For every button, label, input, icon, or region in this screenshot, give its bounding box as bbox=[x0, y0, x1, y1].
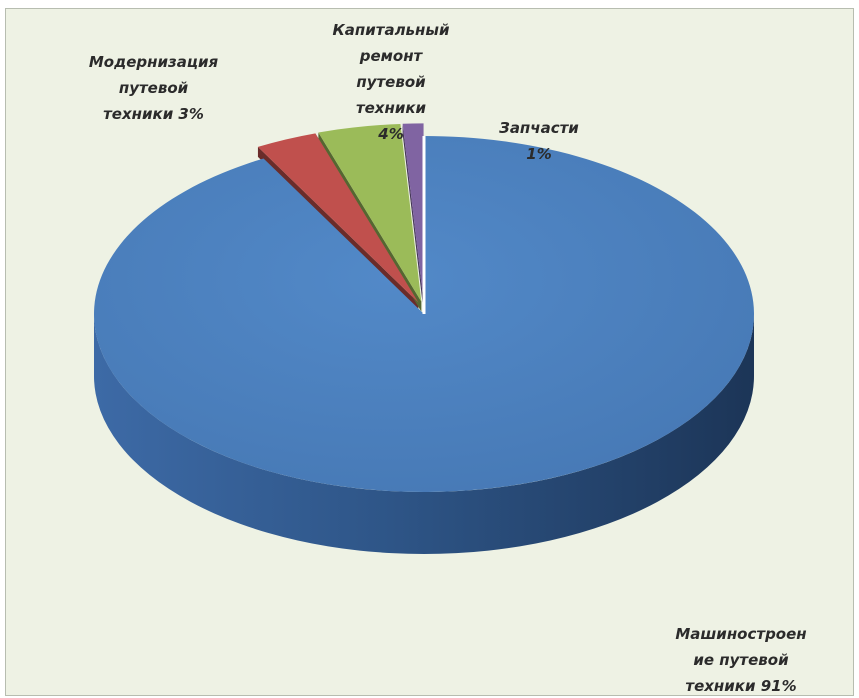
slice-label-line: ремонт bbox=[359, 47, 423, 65]
chart-area: Машиностроен ие путевой техники 91% Моде… bbox=[5, 8, 854, 696]
pie-chart bbox=[93, 123, 755, 554]
slice-label-line: путевой bbox=[118, 79, 189, 97]
slice-label-capital-repair: Капитальный ремонт путевой техники 4% bbox=[316, 17, 466, 147]
pie-slice-side bbox=[94, 314, 754, 554]
slice-label-line: Машиностроен bbox=[675, 625, 807, 643]
slice-label-line: Запчасти bbox=[499, 119, 579, 137]
slice-label-line: техники 91% bbox=[685, 677, 797, 695]
slice-label-line: 1% bbox=[526, 145, 552, 163]
pie-slice-wall bbox=[402, 123, 424, 312]
slice-label-line: техники bbox=[355, 99, 427, 117]
slice-label-line: 4% bbox=[378, 125, 404, 143]
slice-label-line: Капитальный bbox=[332, 21, 450, 39]
pie-slice bbox=[257, 133, 419, 303]
slice-label-line: Модернизация bbox=[88, 53, 219, 71]
slice-label-spare-parts: Запчасти 1% bbox=[484, 115, 594, 167]
pie-slice bbox=[318, 123, 422, 302]
slice-label-machine-building: Машиностроен ие путевой техники 91% bbox=[641, 621, 841, 695]
slice-label-line: техники 3% bbox=[103, 105, 204, 123]
slice-label-modernization: Модернизация путевой техники 3% bbox=[66, 49, 241, 127]
slice-label-line: путевой bbox=[356, 73, 426, 91]
slice-label-line: ие путевой bbox=[693, 651, 789, 669]
pie-slice bbox=[402, 123, 424, 302]
